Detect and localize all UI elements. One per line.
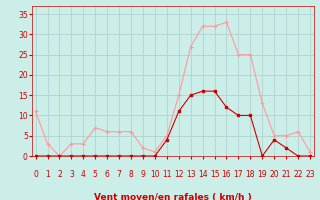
X-axis label: Vent moyen/en rafales ( km/h ): Vent moyen/en rafales ( km/h ) (94, 193, 252, 200)
